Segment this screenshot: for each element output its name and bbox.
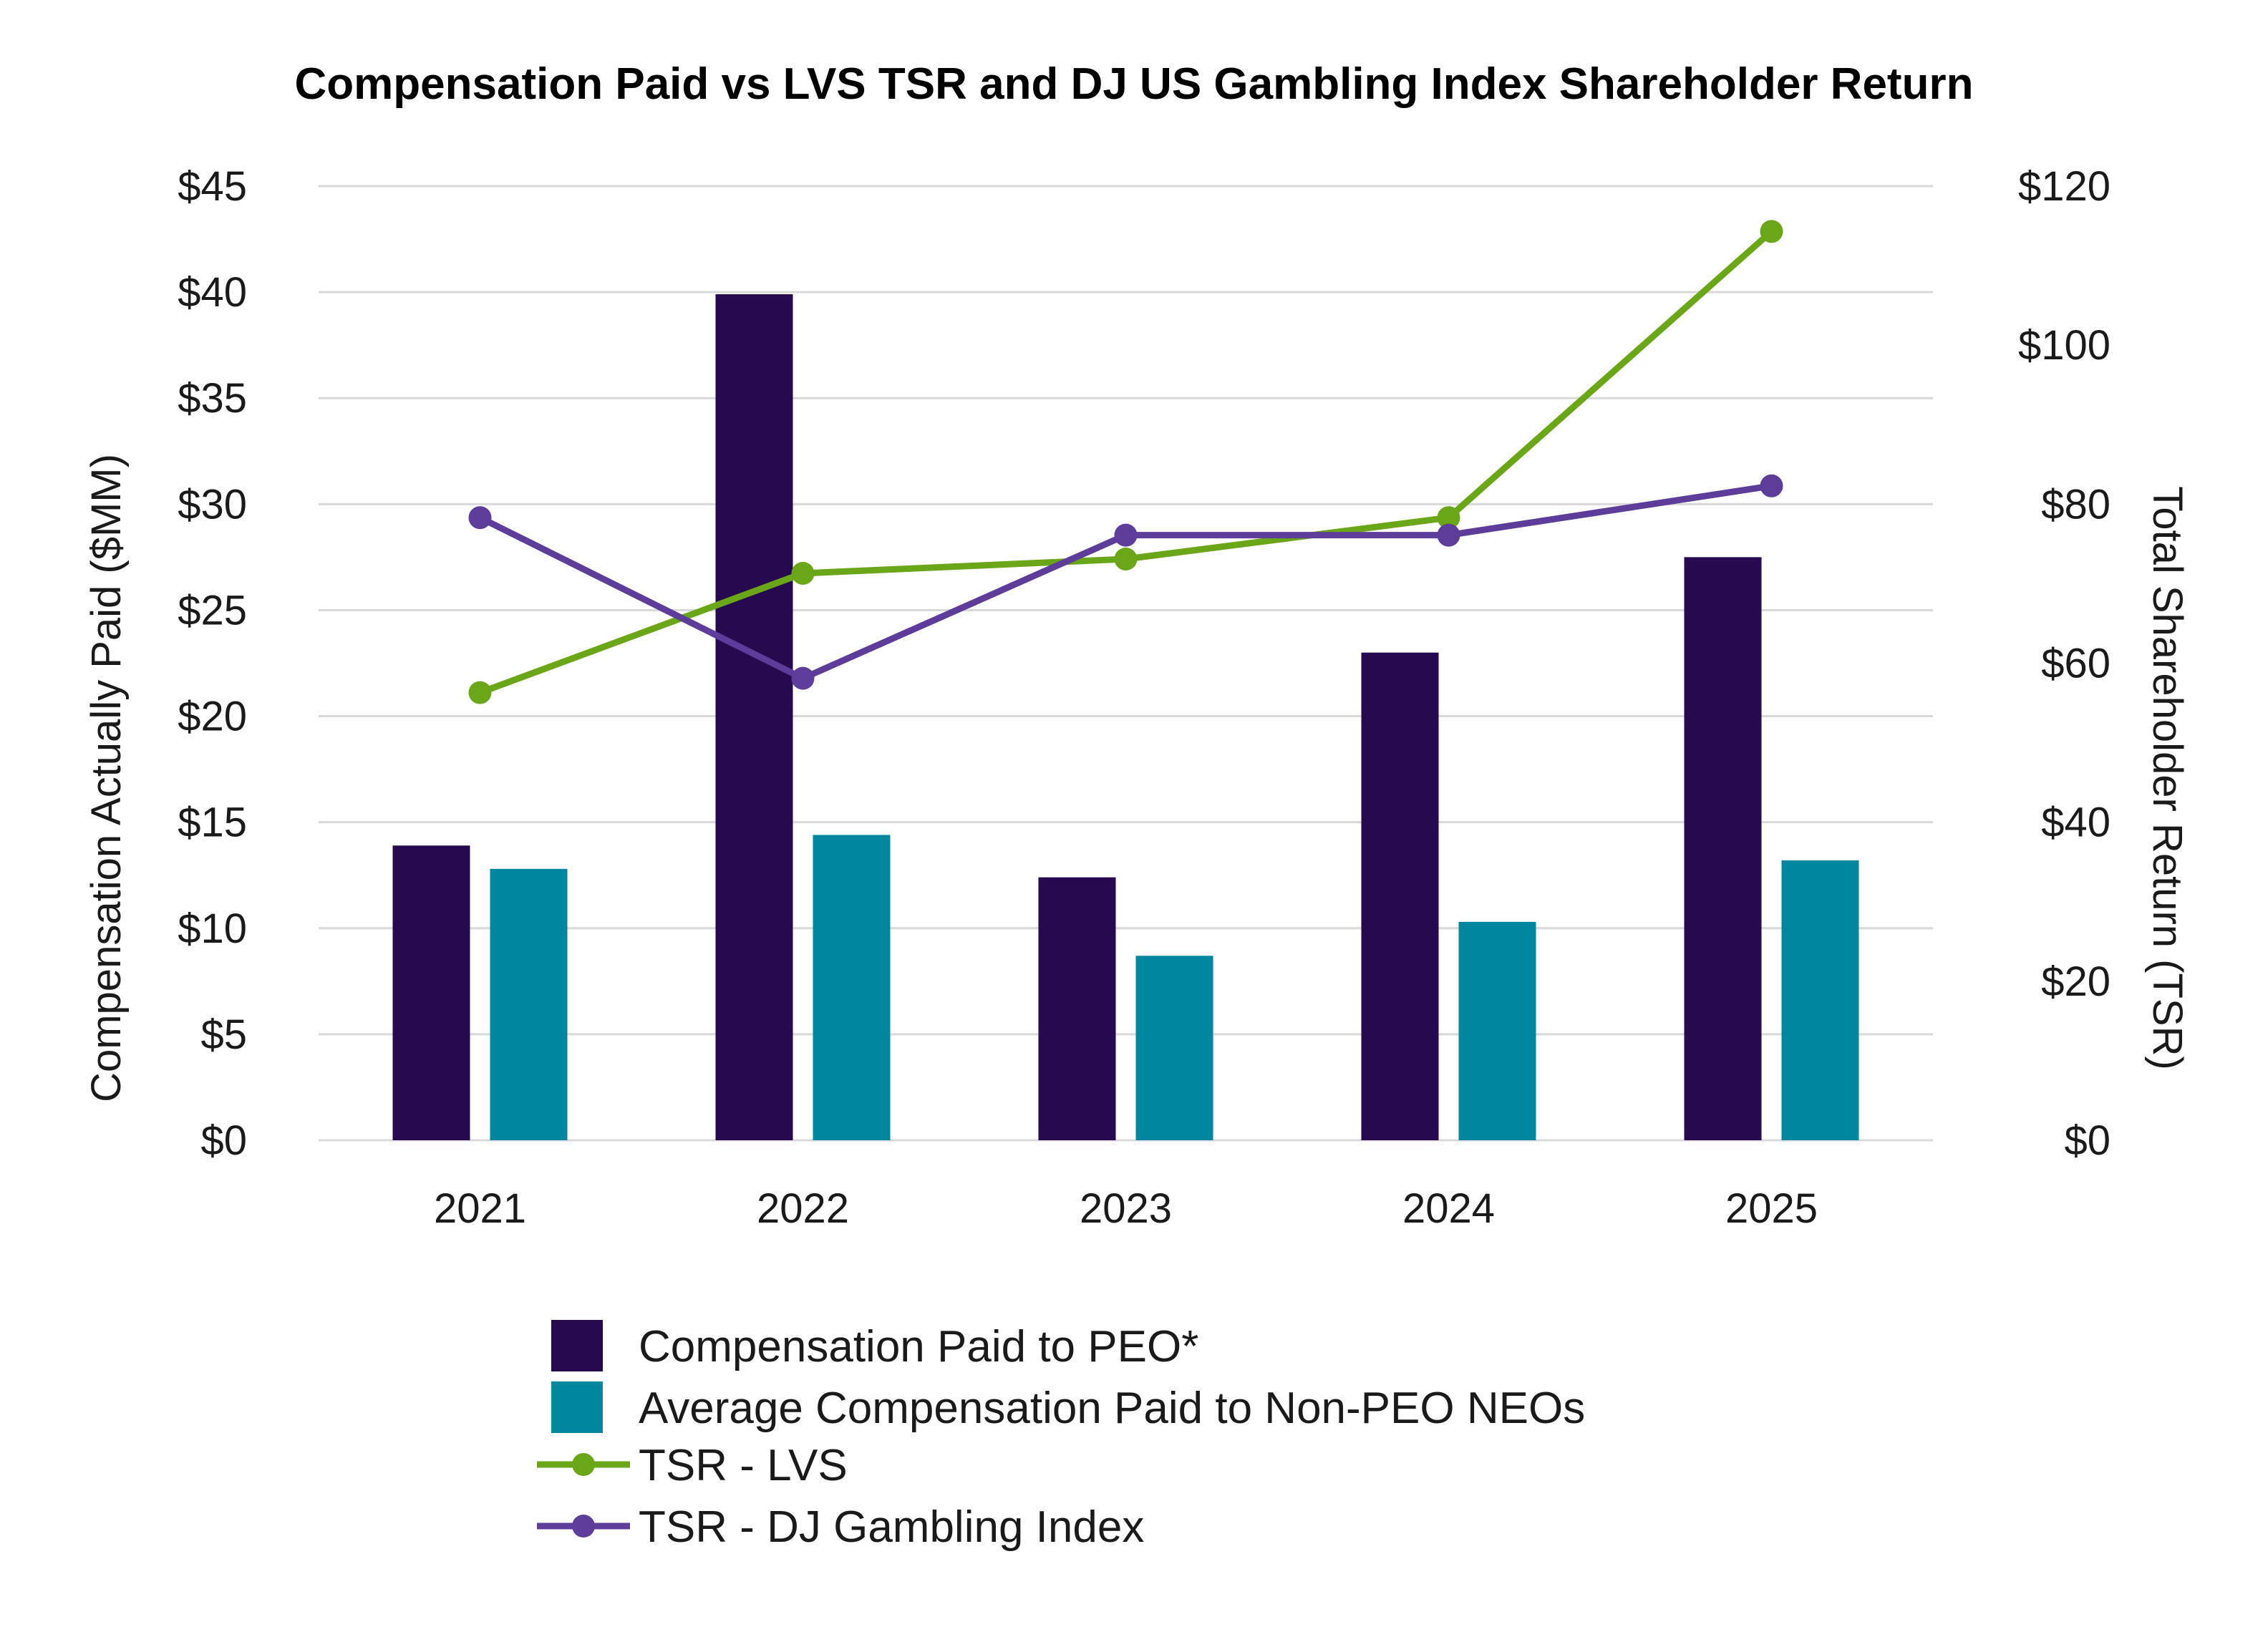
x-tick-label: 2025 [1725, 1185, 1818, 1232]
legend-label: TSR - LVS [639, 1441, 848, 1490]
bar-peo-compensation [1038, 877, 1116, 1140]
chart-title: Compensation Paid vs LVS TSR and DJ US G… [295, 59, 1974, 109]
bar-peo-compensation [715, 294, 793, 1140]
series-line-tsr-dj-index [478, 482, 1773, 682]
left-tick-label: $5 [200, 1011, 247, 1058]
left-tick-label: $25 [178, 587, 247, 633]
legend-swatch [551, 1381, 603, 1433]
right-tick-label: $60 [2041, 641, 2110, 687]
legend-marker [572, 1515, 595, 1538]
legend-swatch [551, 1320, 603, 1371]
bars [392, 294, 1859, 1140]
left-tick-label: $15 [178, 800, 247, 846]
point-tsr-lvs [1437, 506, 1460, 530]
right-tick-label: $40 [2041, 800, 2110, 846]
point-tsr-dj-index [791, 666, 815, 690]
x-tick-label: 2023 [1080, 1185, 1172, 1232]
bar-peo-compensation [392, 845, 470, 1140]
right-tick-label: $120 [2018, 163, 2110, 210]
point-tsr-lvs [1760, 220, 1783, 243]
point-tsr-lvs [468, 681, 492, 704]
right-tick-label: $20 [2041, 958, 2110, 1005]
left-axis-ticks: $0 $5 $10 $15 $20 $25 $30 $35 $40 $45 [178, 163, 247, 1164]
left-tick-label: $35 [178, 375, 247, 422]
point-tsr-dj-index [1437, 523, 1460, 547]
left-axis-title: Compensation Actually Paid ($MM) [83, 454, 130, 1102]
right-tick-label: $100 [2018, 322, 2110, 369]
bar-neo-average-compensation [490, 868, 568, 1140]
bar-neo-average-compensation [813, 835, 891, 1140]
left-tick-label: $10 [178, 905, 247, 952]
right-tick-label: $80 [2041, 481, 2110, 528]
series-line-tsr-lvs [478, 228, 1774, 696]
gridlines [319, 185, 1933, 1142]
legend: Compensation Paid to PEO* Average Compens… [537, 1320, 1585, 1552]
legend-label: Compensation Paid to PEO* [639, 1322, 1198, 1371]
bar-neo-average-compensation [1458, 921, 1536, 1140]
right-axis-title: Total Shareholder Return (TSR) [2144, 486, 2191, 1070]
left-tick-label: $0 [200, 1117, 247, 1164]
x-axis-ticks: 2021 2022 2023 2024 2025 [434, 1185, 1818, 1232]
lines [468, 220, 1783, 704]
point-tsr-dj-index [468, 506, 492, 530]
point-tsr-lvs [791, 561, 815, 585]
bar-neo-average-compensation [1781, 860, 1859, 1140]
left-tick-label: $45 [178, 163, 247, 210]
point-tsr-dj-index [1114, 523, 1138, 547]
x-tick-label: 2021 [434, 1185, 526, 1232]
bar-peo-compensation [1361, 652, 1439, 1140]
left-tick-label: $20 [178, 694, 247, 740]
x-tick-label: 2022 [757, 1185, 849, 1232]
right-axis-ticks: $0 $20 $40 $60 $80 $100 $120 [2018, 163, 2110, 1164]
left-tick-label: $40 [178, 269, 247, 316]
point-tsr-lvs [1114, 547, 1138, 570]
legend-label: TSR - DJ Gambling Index [639, 1502, 1144, 1552]
point-tsr-dj-index [1760, 474, 1783, 497]
bar-peo-compensation [1684, 557, 1762, 1140]
legend-marker [572, 1453, 595, 1476]
right-tick-label: $0 [2064, 1117, 2110, 1164]
x-tick-label: 2024 [1402, 1185, 1495, 1232]
legend-label: Average Compensation Paid to Non-PEO NEO… [639, 1384, 1585, 1433]
bar-neo-average-compensation [1135, 956, 1213, 1140]
left-tick-label: $30 [178, 481, 247, 528]
